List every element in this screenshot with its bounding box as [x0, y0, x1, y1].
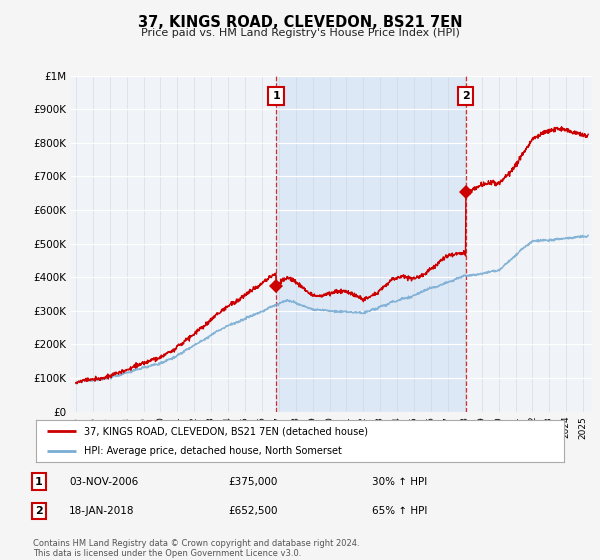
Text: 1: 1 — [272, 91, 280, 101]
Text: 2: 2 — [462, 91, 470, 101]
Bar — [276, 76, 466, 412]
Text: Contains HM Land Registry data © Crown copyright and database right 2024.
This d: Contains HM Land Registry data © Crown c… — [33, 539, 359, 558]
Text: 03-NOV-2006: 03-NOV-2006 — [69, 477, 138, 487]
Text: £375,000: £375,000 — [228, 477, 277, 487]
Text: 65% ↑ HPI: 65% ↑ HPI — [372, 506, 427, 516]
Text: 18-JAN-2018: 18-JAN-2018 — [69, 506, 134, 516]
Text: 2: 2 — [35, 506, 43, 516]
Text: 37, KINGS ROAD, CLEVEDON, BS21 7EN (detached house): 37, KINGS ROAD, CLEVEDON, BS21 7EN (deta… — [83, 426, 368, 436]
Text: 37, KINGS ROAD, CLEVEDON, BS21 7EN: 37, KINGS ROAD, CLEVEDON, BS21 7EN — [138, 15, 462, 30]
Text: Price paid vs. HM Land Registry's House Price Index (HPI): Price paid vs. HM Land Registry's House … — [140, 28, 460, 38]
Text: 1: 1 — [35, 477, 43, 487]
Text: HPI: Average price, detached house, North Somerset: HPI: Average price, detached house, Nort… — [83, 446, 341, 456]
Text: £652,500: £652,500 — [228, 506, 277, 516]
Text: 30% ↑ HPI: 30% ↑ HPI — [372, 477, 427, 487]
